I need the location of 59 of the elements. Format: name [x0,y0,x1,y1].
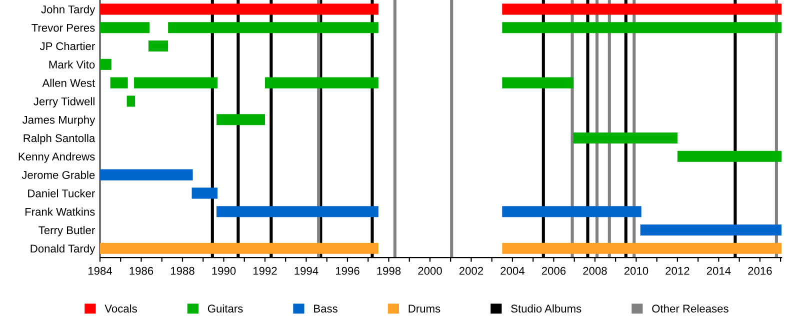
y-tick-label: Frank Watkins [25,208,95,216]
x-tick-label: 2016 [748,266,772,275]
bar [502,242,782,254]
bar [110,77,128,88]
bar [573,132,678,144]
x-tick-label: 2014 [706,266,731,275]
x-tick-label: 2008 [583,266,607,275]
bar [100,242,378,254]
y-tick-label: James Murphy [22,116,96,126]
y-tick-label: John Tardy [41,5,96,16]
y-tick-label: Ralph Santolla [24,134,96,144]
bar [677,150,782,162]
x-tick-label: 2004 [500,266,524,275]
bar [126,96,136,107]
x-tick-label: 2012 [666,266,690,275]
x-tick-label: 1986 [130,266,154,275]
x-tick-label: 1984 [88,266,112,275]
bar [502,77,574,88]
bar [100,22,150,34]
y-tick-label: Daniel Tucker [28,189,95,198]
x-tick-label: 2000 [418,266,442,275]
legend-label: Guitars [208,304,243,313]
bar [502,22,782,34]
legend-label: Drums [408,304,440,313]
x-tick-label: 2002 [459,266,484,275]
y-tick-label: Mark Vito [49,60,95,69]
bar [216,114,265,126]
bar [264,77,378,88]
x-tick-label: 1996 [336,266,360,275]
bar [502,4,782,15]
bar [640,224,782,236]
legend-label: Other Releases [652,304,728,313]
y-tick-label: Donald Tardy [30,244,96,255]
y-tick-label: Allen West [42,78,96,87]
y-tick-label: Trevor Peres [32,24,95,32]
bar [100,4,378,15]
x-tick-label: 1990 [212,266,236,275]
x-tick-label: 1994 [294,266,318,275]
x-tick-label: 2006 [542,266,566,275]
bar [216,206,378,218]
x-tick-label: 1988 [170,266,194,275]
bar [134,77,218,88]
bar [502,206,642,218]
bar [100,169,193,180]
y-tick-label: Jerry Tidwell [34,97,94,108]
x-tick-label: 1998 [377,266,401,275]
bar [100,58,112,70]
legend-label: Studio Albums [511,304,582,313]
y-tick-label: Terry Butler [38,226,95,236]
x-tick-label: 1992 [253,266,277,275]
bar [148,40,168,52]
x-tick-label: 2010 [624,266,648,275]
legend-label: Bass [314,304,338,313]
y-tick-label: Kenny Andrews [18,152,95,163]
y-tick-label: JP Chartier [40,42,95,50]
legend-label: Vocals [104,304,137,313]
bar [168,22,378,34]
bar [192,188,218,199]
y-tick-label: Jerome Grable [22,170,95,179]
